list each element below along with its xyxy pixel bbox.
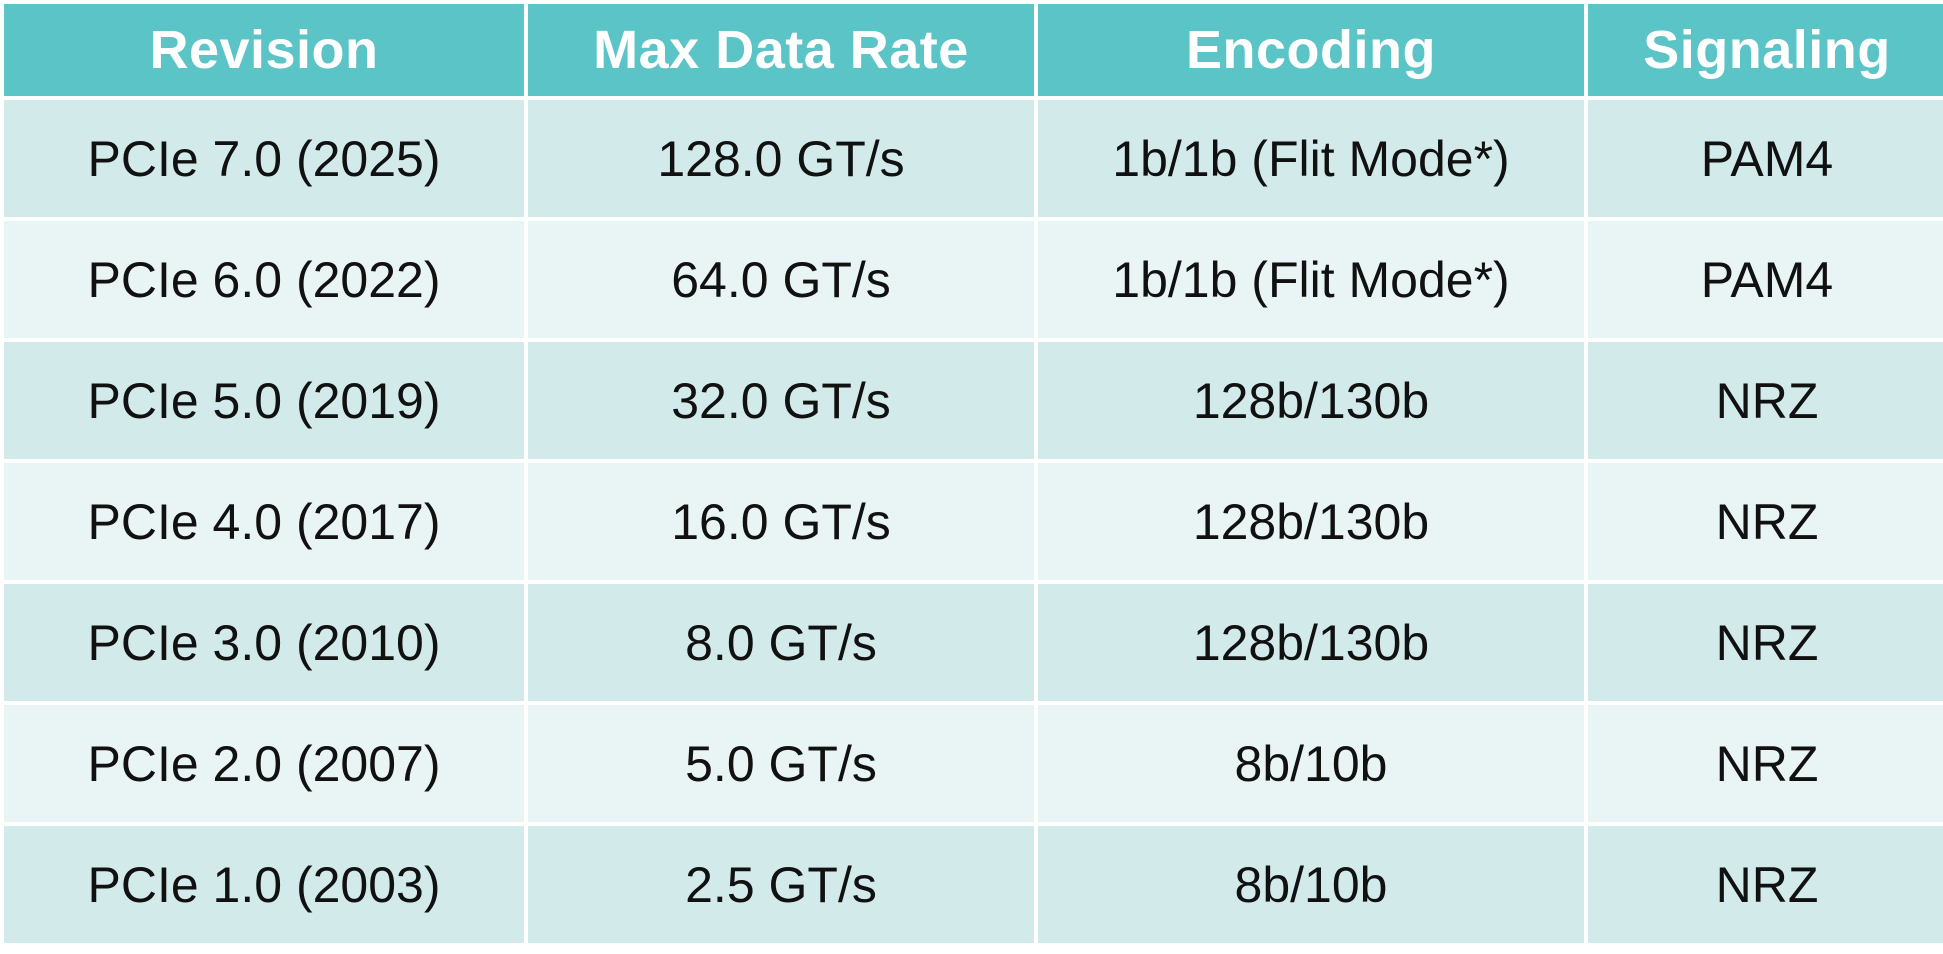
cell-signaling: NRZ (1588, 342, 1943, 459)
cell-revision: PCIe 6.0 (2022) (4, 221, 524, 338)
cell-signaling: NRZ (1588, 826, 1943, 943)
cell-max-data-rate: 5.0 GT/s (528, 705, 1034, 822)
cell-signaling: NRZ (1588, 463, 1943, 580)
cell-signaling: NRZ (1588, 584, 1943, 701)
cell-revision: PCIe 1.0 (2003) (4, 826, 524, 943)
pcie-revisions-table: Revision Max Data Rate Encoding Signalin… (4, 4, 1943, 950)
cell-encoding: 128b/130b (1038, 342, 1584, 459)
cell-max-data-rate: 2.5 GT/s (528, 826, 1034, 943)
cell-encoding: 1b/1b (Flit Mode*) (1038, 100, 1584, 217)
cell-max-data-rate: 64.0 GT/s (528, 221, 1034, 338)
cell-max-data-rate: 8.0 GT/s (528, 584, 1034, 701)
cell-encoding: 8b/10b (1038, 705, 1584, 822)
header-encoding: Encoding (1038, 4, 1584, 96)
cell-max-data-rate: 128.0 GT/s (528, 100, 1034, 217)
cell-revision: PCIe 3.0 (2010) (4, 584, 524, 701)
cell-encoding: 128b/130b (1038, 463, 1584, 580)
header-max-data-rate: Max Data Rate (528, 4, 1034, 96)
cell-signaling: NRZ (1588, 705, 1943, 822)
header-signaling: Signaling (1588, 4, 1943, 96)
cell-signaling: PAM4 (1588, 221, 1943, 338)
cell-max-data-rate: 32.0 GT/s (528, 342, 1034, 459)
cell-revision: PCIe 2.0 (2007) (4, 705, 524, 822)
cell-signaling: PAM4 (1588, 100, 1943, 217)
cell-max-data-rate: 16.0 GT/s (528, 463, 1034, 580)
cell-revision: PCIe 7.0 (2025) (4, 100, 524, 217)
cell-revision: PCIe 4.0 (2017) (4, 463, 524, 580)
cell-encoding: 128b/130b (1038, 584, 1584, 701)
header-revision: Revision (4, 4, 524, 96)
cell-encoding: 8b/10b (1038, 826, 1584, 943)
cell-revision: PCIe 5.0 (2019) (4, 342, 524, 459)
cell-encoding: 1b/1b (Flit Mode*) (1038, 221, 1584, 338)
